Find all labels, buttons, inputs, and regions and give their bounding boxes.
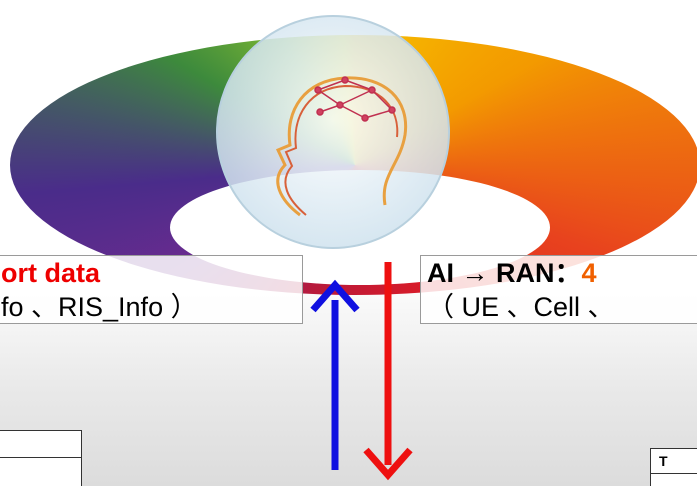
right-box-separator: ：: [554, 258, 582, 288]
downlink-arrowhead: [363, 447, 413, 481]
left-table: [0, 430, 82, 486]
right-text-box: AI → RAN：4 （ UE 、Cell 、: [420, 255, 697, 324]
ai-circle: [216, 15, 450, 249]
uplink-arrowhead: [310, 279, 360, 313]
left-box-title: ort data: [1, 258, 101, 288]
right-table: T: [650, 448, 697, 486]
right-box-title: AI → RAN: [427, 258, 555, 288]
left-text-box: ort data fo 、RIS_Info ）: [0, 255, 303, 324]
right-box-title-value: 4: [581, 258, 597, 288]
left-box-body: fo 、RIS_Info ）: [1, 292, 198, 322]
left-table-row: [0, 431, 81, 458]
right-table-header: T: [651, 449, 697, 474]
right-box-title-line: AI → RAN：4: [421, 256, 697, 290]
head-outline-inner: [284, 84, 399, 216]
right-box-body: （ UE 、Cell 、: [427, 292, 615, 322]
network-icon: [314, 76, 396, 122]
